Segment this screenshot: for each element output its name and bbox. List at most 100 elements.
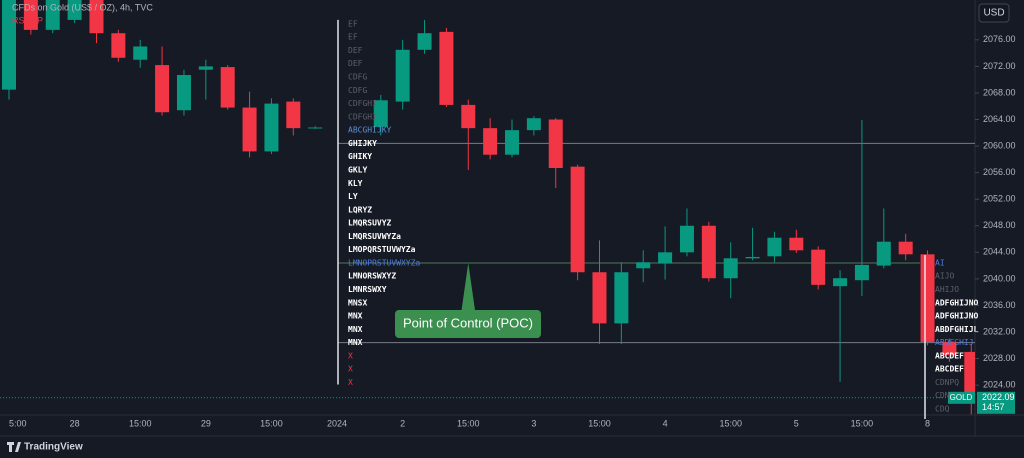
profile-row: ABDFGHIJ <box>935 338 974 347</box>
x-tick-label: 15:00 <box>719 418 742 428</box>
candle-body <box>701 225 716 279</box>
y-tick-label: 2040.00 <box>983 273 1016 283</box>
x-tick-label: 15:00 <box>260 418 283 428</box>
profile-row: ABCDEF <box>935 365 964 374</box>
candle-body <box>89 0 104 34</box>
x-tick-label: 15:00 <box>129 418 152 428</box>
profile-row: AHIJO <box>935 285 959 294</box>
candle-body <box>723 258 738 279</box>
candle-body <box>23 0 38 30</box>
profile-row: ADFGHIJNO <box>935 298 979 307</box>
profile-row: EF <box>348 19 358 28</box>
y-tick-label: 2076.00 <box>983 34 1016 44</box>
profile-row: CDFG <box>348 73 367 82</box>
x-tick-label: 8 <box>925 418 930 428</box>
profile-row: X <box>348 351 353 360</box>
y-tick-label: 2036.00 <box>983 300 1016 310</box>
candle-body <box>942 341 957 356</box>
x-tick-label: 3 <box>531 418 536 428</box>
candle-body <box>111 33 126 58</box>
candle-body <box>789 237 804 251</box>
profile-row: MNX <box>348 338 363 347</box>
candle-body <box>242 107 257 152</box>
x-tick-label: 29 <box>201 418 211 428</box>
y-tick-label: 2032.00 <box>983 326 1016 336</box>
y-tick-label: 2028.00 <box>983 353 1016 363</box>
profile-row: DEF <box>348 46 363 55</box>
candle-body <box>264 103 279 152</box>
profile-row: LQRYZ <box>348 205 372 214</box>
x-tick-label: 2024 <box>327 418 347 428</box>
callout-text: Point of Control (POC) <box>403 315 533 330</box>
x-tick-label: 28 <box>70 418 80 428</box>
candle-body <box>373 100 388 127</box>
candle-body <box>176 75 191 111</box>
y-tick-label: 2024.00 <box>983 379 1016 389</box>
y-tick-label: 2072.00 <box>983 61 1016 71</box>
candle-body <box>308 127 323 129</box>
y-tick-label: 2056.00 <box>983 167 1016 177</box>
profile-row: CDQ <box>935 405 950 414</box>
candle-body <box>679 225 694 253</box>
profile-row: CDFGHI <box>348 99 377 108</box>
candle-body <box>745 256 760 259</box>
y-tick-label: 2060.00 <box>983 140 1016 150</box>
candle-body <box>461 104 476 129</box>
candle-body <box>67 0 82 20</box>
profile-row: GHIKY <box>348 152 372 161</box>
y-tick-label: 2068.00 <box>983 87 1016 97</box>
candle-body <box>133 46 148 60</box>
profile-row: ABDFGHIJL <box>935 325 979 334</box>
profile-row: AI <box>935 258 945 267</box>
profile-row: GHIJKY <box>348 139 377 148</box>
candle-body <box>45 0 60 30</box>
candle-body <box>876 241 891 266</box>
candle-body <box>767 237 782 257</box>
profile-row: LMNORSWXYZ <box>348 272 396 281</box>
candle-body <box>155 65 170 113</box>
currency-label[interactable]: USD <box>983 8 1004 19</box>
profile-row: LMOPQRSTUVWYZa <box>348 245 416 254</box>
x-tick-label: 15:00 <box>588 418 611 428</box>
profile-row: MNX <box>348 325 363 334</box>
y-tick-label: 2048.00 <box>983 220 1016 230</box>
candle-body <box>417 33 432 50</box>
candle-body <box>395 49 410 102</box>
candle-body <box>898 241 913 255</box>
x-tick-label: 2 <box>400 418 405 428</box>
symbol-tag <box>948 391 975 404</box>
profile-row: LMNOPRSTUVWXYZa <box>348 258 420 267</box>
currency-button[interactable] <box>978 3 1010 23</box>
profile-row: CDN <box>935 391 950 400</box>
candle-body <box>920 254 935 342</box>
profile-row: MNSX <box>348 298 367 307</box>
profile-row: ADFGHIJNO <box>935 312 979 321</box>
price-tag <box>977 391 1015 414</box>
candle-body <box>811 249 826 285</box>
candle-body <box>2 0 16 90</box>
candle-body <box>854 264 869 281</box>
profile-row: X <box>348 378 353 387</box>
countdown-label: 14:57 <box>982 402 1005 412</box>
profile-row: AIJO <box>935 272 954 281</box>
profile-row: EF <box>348 33 358 42</box>
profile-row: MNX <box>348 312 363 321</box>
x-tick-label: 4 <box>663 418 668 428</box>
candle-body <box>505 130 520 155</box>
profile-row: LMQRSUVYZ <box>348 219 392 228</box>
profile-row: X <box>348 365 353 374</box>
profile-row: CDFG <box>348 86 367 95</box>
brand-name: TradingView <box>24 442 83 453</box>
callout-arrow <box>461 262 476 312</box>
candle-body <box>964 351 975 398</box>
profile-row: LY <box>348 192 358 201</box>
candle-body <box>548 119 563 168</box>
profile-row: DEF <box>348 59 363 68</box>
profile-row: LMNRSWXY <box>348 285 387 294</box>
candle-body <box>198 66 213 70</box>
profile-row: CDNPQ <box>935 378 959 387</box>
